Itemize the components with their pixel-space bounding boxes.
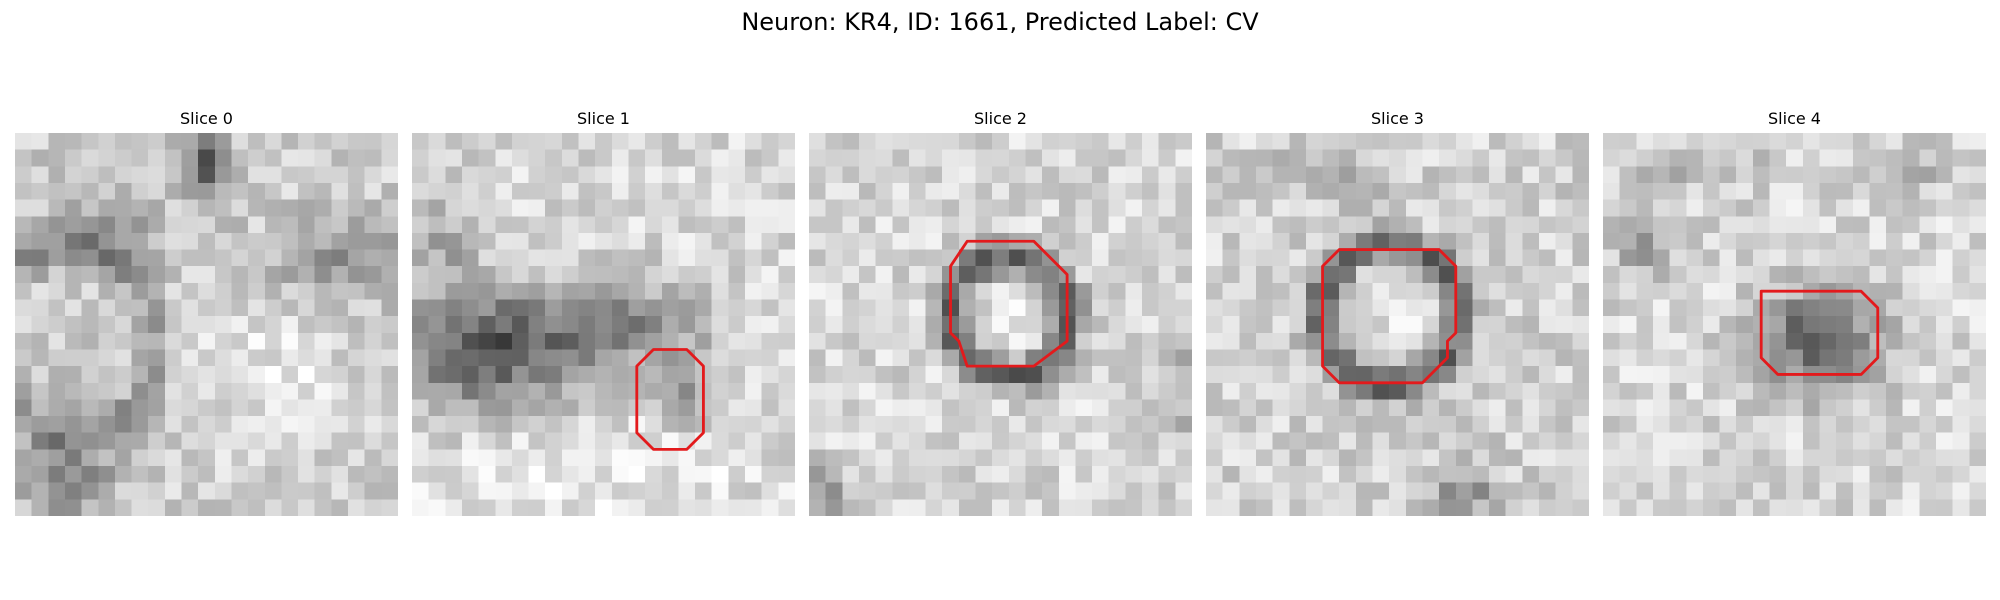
- slice-image: [1603, 133, 1986, 516]
- roi-outline: [1761, 291, 1878, 374]
- slice-title: Slice 1: [412, 107, 795, 131]
- slice-title: Slice 4: [1603, 107, 1986, 131]
- slice-image: [1206, 133, 1589, 516]
- slice-title: Slice 3: [1206, 107, 1589, 131]
- roi-contour: [1603, 133, 1986, 516]
- roi-outline: [1323, 250, 1456, 383]
- slice-image: [412, 133, 795, 516]
- roi-outline: [951, 241, 1068, 366]
- slice-title: Slice 2: [809, 107, 1192, 131]
- roi-contour: [1206, 133, 1589, 516]
- figure-title: Neuron: KR4, ID: 1661, Predicted Label: …: [0, 6, 2000, 38]
- slice-title: Slice 0: [15, 107, 398, 131]
- slice-image: [809, 133, 1192, 516]
- roi-contour: [412, 133, 795, 516]
- roi-contour: [15, 133, 398, 516]
- roi-contour: [809, 133, 1192, 516]
- slice-image: [15, 133, 398, 516]
- roi-outline: [637, 349, 704, 449]
